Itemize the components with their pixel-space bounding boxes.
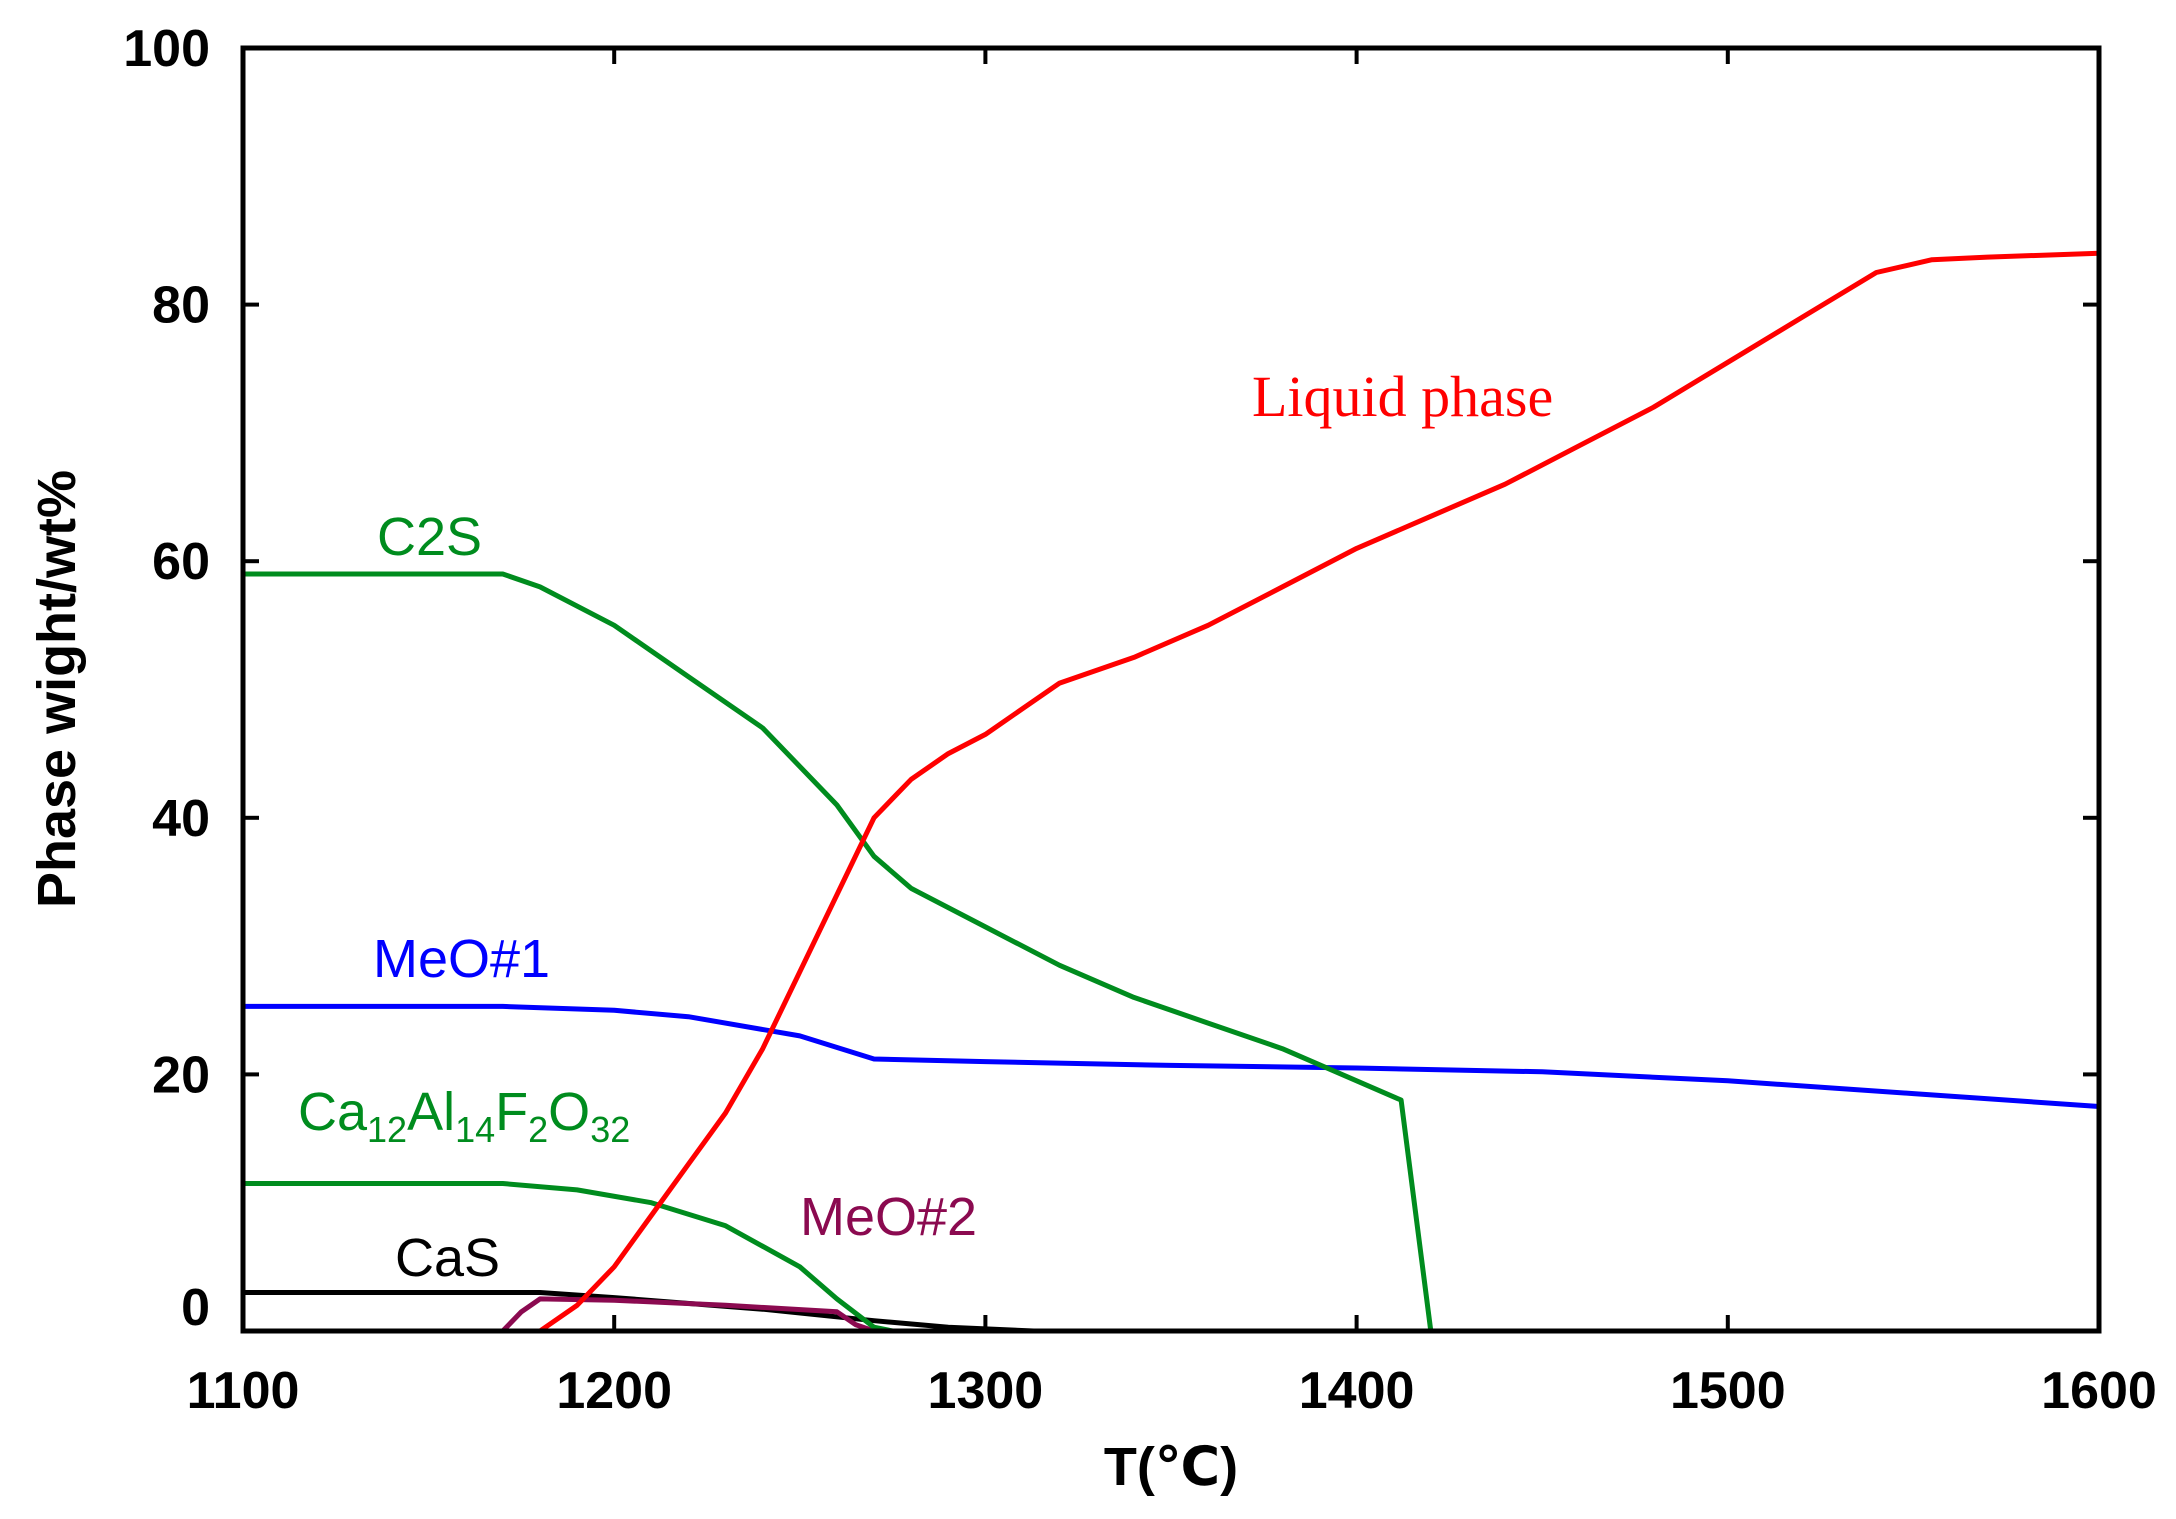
- y-tick-label: 40: [152, 790, 210, 848]
- x-tick-label: 1600: [2041, 1362, 2157, 1420]
- series-line-cas: [240, 1290, 1037, 1334]
- series-group: [240, 250, 2102, 1334]
- y-tick-label: 80: [152, 277, 210, 335]
- y-tick-label: 0: [181, 1279, 210, 1337]
- y-tick-label: 20: [152, 1046, 210, 1104]
- series-line-meo-1: [240, 1003, 2102, 1109]
- series-line-ca12al14f2o32: [240, 1181, 896, 1334]
- series-label-liquid-phase: Liquid phase: [1252, 364, 1553, 429]
- x-tick-label: 1100: [187, 1362, 300, 1420]
- axis-ticks: [241, 46, 2101, 1333]
- plot-frame: [240, 45, 2102, 1334]
- tick-labels: 1100 1200 1300 1400 1500 1600 0 20 40 60 80 100: [123, 20, 2157, 1420]
- series-line-meo-2: [500, 1296, 877, 1334]
- y-tick-label: 60: [152, 533, 210, 591]
- y-tick-label: 100: [123, 20, 210, 78]
- x-tick-label: 1500: [1670, 1362, 1786, 1420]
- series-line-c2s: [240, 571, 1434, 1334]
- x-tick-label: 1200: [556, 1362, 672, 1420]
- x-tick-label: 1400: [1299, 1362, 1415, 1420]
- series-label-ca12al14f2o32: Ca12Al14F2O32: [298, 1082, 630, 1150]
- series-label-cas: CaS: [395, 1228, 500, 1288]
- y-axis-title: Phase wight/wt%: [27, 470, 87, 908]
- x-tick-label: 1300: [928, 1362, 1044, 1420]
- series-label-meo2: MeO#2: [800, 1187, 977, 1247]
- series-label-c2s: C2S: [377, 507, 482, 567]
- x-axis-title: T(℃): [1104, 1437, 1238, 1497]
- series-line-liquid-phase: [537, 250, 2102, 1334]
- series-label-meo1: MeO#1: [373, 929, 550, 989]
